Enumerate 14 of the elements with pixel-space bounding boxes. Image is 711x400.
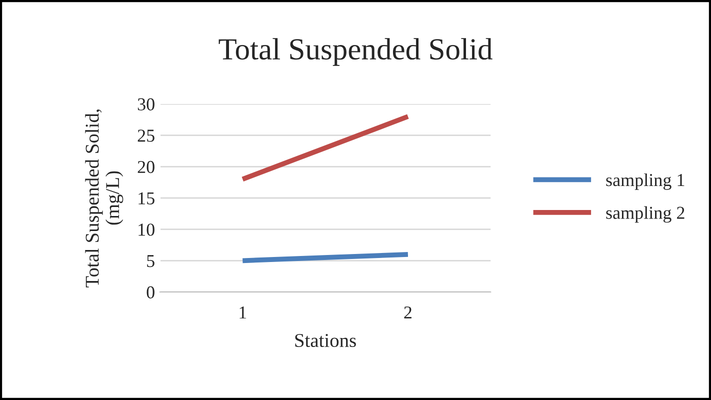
y-tick-label: 15 (138, 192, 154, 204)
legend-label: sampling 1 (606, 173, 684, 190)
y-tick-label: 30 (138, 98, 154, 110)
y-tick-label: 10 (138, 224, 154, 236)
y-tick-label: 20 (138, 160, 154, 174)
chart-title: Total Suspended Solid (218, 38, 492, 66)
y-tick-label: 5 (147, 255, 154, 268)
x-axis-title: Stations (295, 334, 356, 348)
x-tick-label: 2 (404, 306, 412, 318)
y-axis-title: Total Suspended Solid, (mg/L) (85, 109, 124, 288)
legend-label: sampling 2 (606, 206, 684, 223)
x-tick-label: 1 (240, 306, 246, 318)
y-tick-label: 0 (146, 286, 154, 298)
y-tick-label: 25 (138, 130, 154, 142)
